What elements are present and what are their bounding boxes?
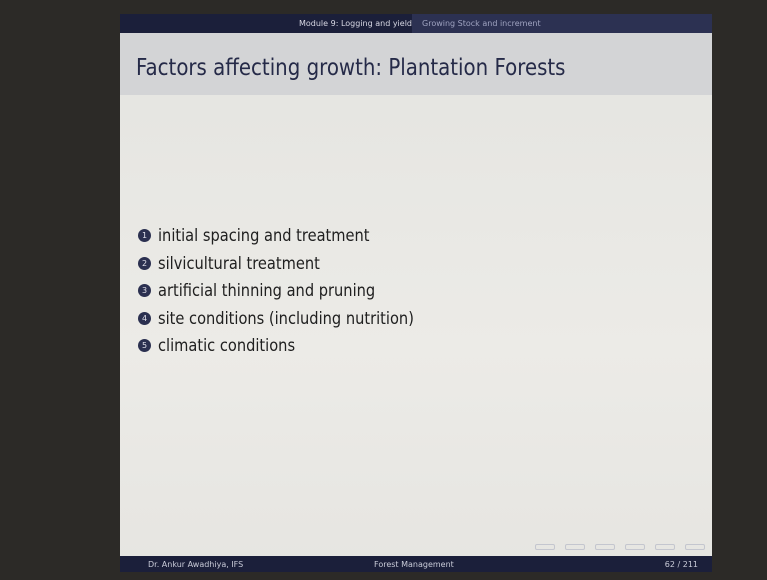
nav-icon[interactable] — [655, 544, 675, 550]
item-number: 4 — [138, 311, 151, 325]
item-text: silvicultural treatment — [158, 253, 320, 274]
footer-bar: Dr. Ankur Awadhiya, IFS Forest Managemen… — [120, 556, 712, 572]
item-number: 2 — [138, 256, 151, 270]
page-number: 62 / 211 — [664, 560, 698, 569]
nav-icon[interactable] — [565, 544, 585, 550]
item-text: climatic conditions — [158, 336, 296, 356]
item-number: 3 — [138, 284, 151, 297]
subsection: Growing Stock and increment — [422, 19, 541, 28]
item-text: initial spacing and treatment — [158, 226, 370, 246]
nav-icon[interactable] — [685, 544, 705, 550]
item-text: artificial thinning and pruning — [158, 281, 376, 301]
nav-icon[interactable] — [625, 544, 645, 550]
nav-symbols — [470, 544, 705, 552]
slide-title: Factors affecting growth: Plantation For… — [136, 55, 566, 81]
item-number: 1 — [138, 229, 151, 242]
item-number: 5 — [138, 339, 151, 352]
header-bar: Module 9: Logging and yield Growing Stoc… — [120, 14, 712, 33]
author: Dr. Ankur Awadhiya, IFS — [148, 560, 244, 569]
section: Module 9: Logging and yield — [298, 19, 412, 28]
nav-icon[interactable] — [535, 544, 555, 550]
slide: Module 9: Logging and yield Growing Stoc… — [120, 14, 712, 572]
item-text: site conditions (including nutrition) — [158, 308, 414, 329]
title-bar: Factors affecting growth: Plantation For… — [120, 33, 712, 95]
nav-icon[interactable] — [595, 544, 615, 550]
subsection-box: Growing Stock and increment — [412, 14, 712, 33]
course: Forest Management — [374, 560, 454, 569]
